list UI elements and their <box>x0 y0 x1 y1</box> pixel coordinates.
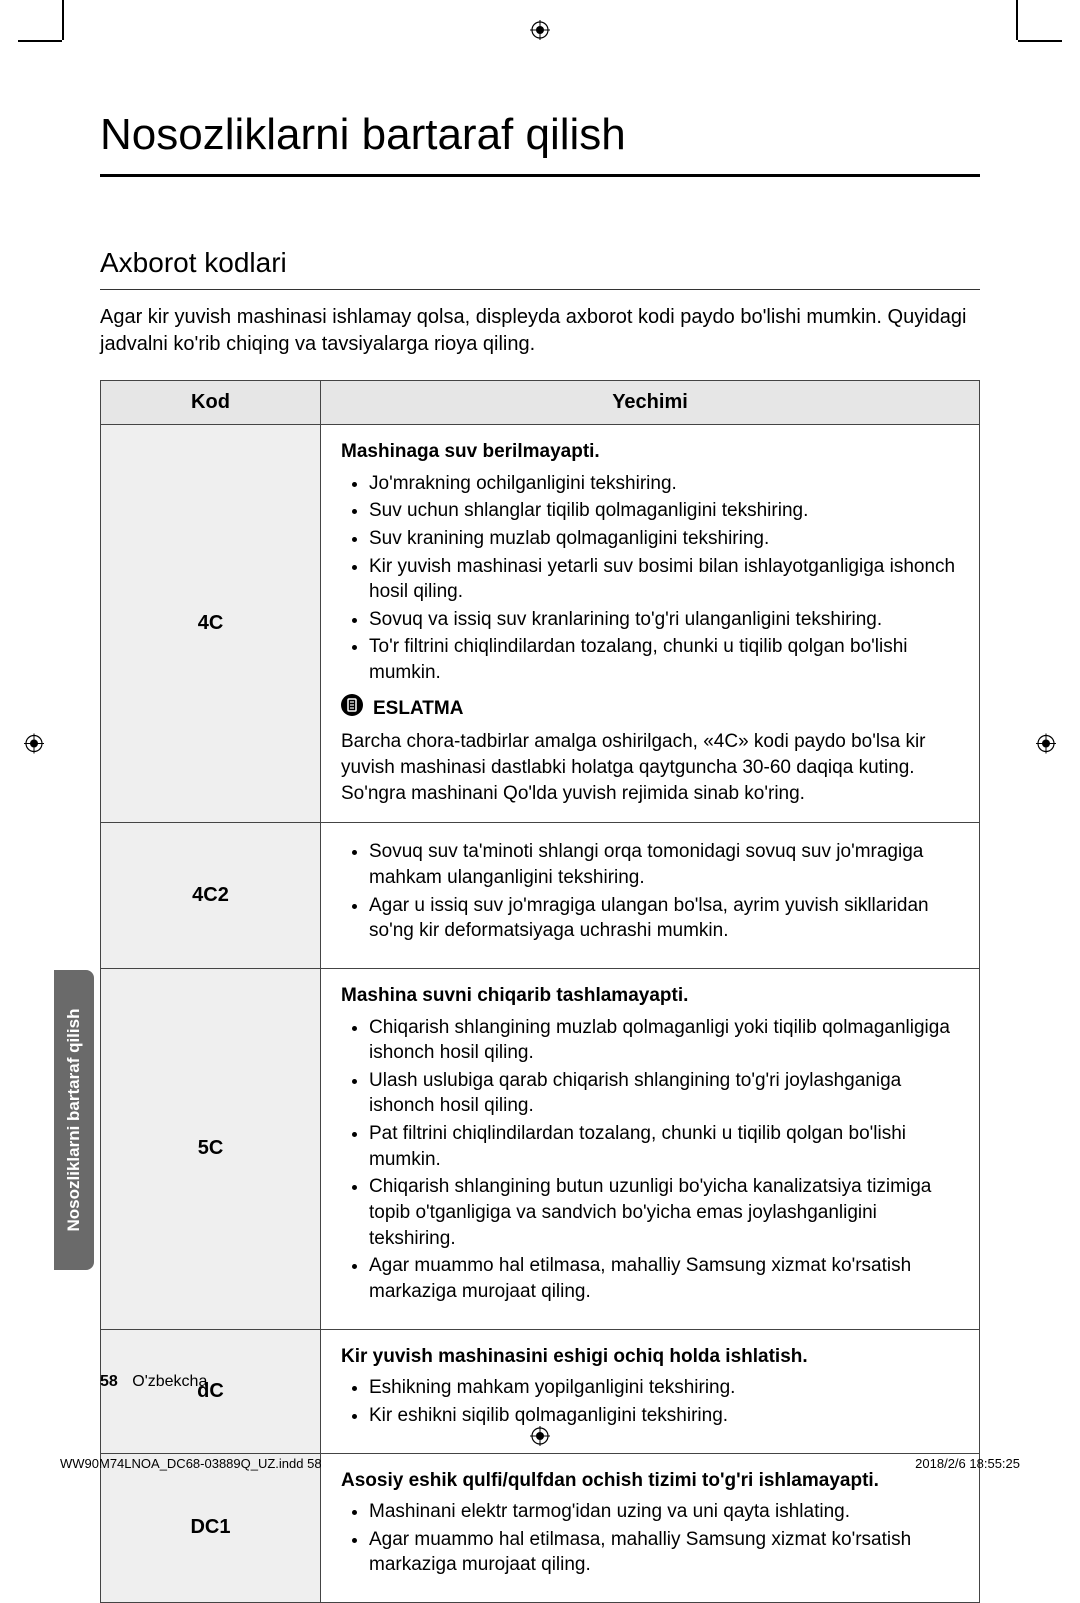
solution-list: Sovuq suv ta'minoti shlangi orqa tomonid… <box>341 839 959 944</box>
page-title: Nosozliklarni bartaraf qilish <box>100 110 980 177</box>
solution-cell: Kir yuvish mashinasini eshigi ochiq hold… <box>321 1329 980 1453</box>
crop-mark <box>1018 40 1062 42</box>
print-stamp: 2018/2/6 18:55:25 <box>915 1456 1020 1471</box>
solution-head: Kir yuvish mashinasini eshigi ochiq hold… <box>341 1344 959 1370</box>
list-item: Suv kranining muzlab qolmaganligini teks… <box>369 526 959 552</box>
note-row: ESLATMA <box>341 694 959 724</box>
list-item: Kir eshikni siqilib qolmaganligini teksh… <box>369 1403 959 1429</box>
list-item: Agar u issiq suv jo'mragiga ulangan bo'l… <box>369 893 959 944</box>
intro-text: Agar kir yuvish mashinasi ishlamay qolsa… <box>100 304 980 358</box>
solution-cell: Sovuq suv ta'minoti shlangi orqa tomonid… <box>321 823 980 969</box>
crop-mark <box>18 40 62 42</box>
solution-cell: Mashinaga suv berilmayapti. Jo'mrakning … <box>321 425 980 823</box>
list-item: Sovuq suv ta'minoti shlangi orqa tomonid… <box>369 839 959 890</box>
list-item: Agar muammo hal etilmasa, mahalliy Samsu… <box>369 1527 959 1578</box>
solution-list: Jo'mrakning ochilganligini tekshiring. S… <box>341 471 959 686</box>
table-row: 4C Mashinaga suv berilmayapti. Jo'mrakni… <box>101 425 980 823</box>
list-item: Agar muammo hal etilmasa, mahalliy Samsu… <box>369 1253 959 1304</box>
solution-head: Mashina suvni chiqarib tashlamayapti. <box>341 983 959 1009</box>
solution-list: Chiqarish shlangining muzlab qolmaganlig… <box>341 1015 959 1305</box>
solution-list: Mashinani elektr tarmog'idan uzing va un… <box>341 1499 959 1578</box>
list-item: To'r filtrini chiqlindilardan tozalang, … <box>369 634 959 685</box>
list-item: Jo'mrakning ochilganligini tekshiring. <box>369 471 959 497</box>
solution-head: Asosiy eshik qulfi/qulfdan ochish tizimi… <box>341 1468 959 1494</box>
list-item: Suv uchun shlanglar tiqilib qolmaganligi… <box>369 498 959 524</box>
registration-mark-top <box>530 20 550 45</box>
table-row: 4C2 Sovuq suv ta'minoti shlangi orqa tom… <box>101 823 980 969</box>
code-cell: dC <box>101 1329 321 1453</box>
registration-mark-bottom <box>530 1426 550 1451</box>
registration-mark-right <box>1036 733 1056 758</box>
footer: 58 O'zbekcha <box>100 1373 207 1391</box>
code-cell: DC1 <box>101 1453 321 1603</box>
solution-cell: Asosiy eshik qulfi/qulfdan ochish tizimi… <box>321 1453 980 1603</box>
side-tab-label: Nosozliklarni bartaraf qilish <box>64 1009 84 1232</box>
print-meta: WW90M74LNOA_DC68-03889Q_UZ.indd 58 2018/… <box>60 1456 1020 1471</box>
note-label: ESLATMA <box>373 696 463 722</box>
code-cell: 4C <box>101 425 321 823</box>
note-icon <box>341 694 363 724</box>
print-file: WW90M74LNOA_DC68-03889Q_UZ.indd 58 <box>60 1456 322 1471</box>
table-row: DC1 Asosiy eshik qulfi/qulfdan ochish ti… <box>101 1453 980 1603</box>
list-item: Sovuq va issiq suv kranlarining to'g'ri … <box>369 607 959 633</box>
col-code: Kod <box>101 381 321 425</box>
note-text: Barcha chora-tadbirlar amalga oshirilgac… <box>341 729 959 806</box>
list-item: Ulash uslubiga qarab chiqarish shlangini… <box>369 1068 959 1119</box>
footer-lang: O'zbekcha <box>132 1373 207 1390</box>
crop-mark <box>1016 0 1018 40</box>
registration-mark-left <box>24 733 44 758</box>
list-item: Mashinani elektr tarmog'idan uzing va un… <box>369 1499 959 1525</box>
solution-head: Mashinaga suv berilmayapti. <box>341 439 959 465</box>
page: Nosozliklarni bartaraf qilish Axborot ko… <box>0 0 1080 1491</box>
list-item: Kir yuvish mashinasi yetarli suv bosimi … <box>369 554 959 605</box>
codes-table: Kod Yechimi 4C Mashinaga suv berilmayapt… <box>100 380 980 1603</box>
solution-cell: Mashina suvni chiqarib tashlamayapti. Ch… <box>321 968 980 1329</box>
solution-list: Eshikning mahkam yopilganligini tekshiri… <box>341 1375 959 1428</box>
code-cell: 5C <box>101 968 321 1329</box>
list-item: Chiqarish shlangining butun uzunligi bo'… <box>369 1174 959 1251</box>
table-row: 5C Mashina suvni chiqarib tashlamayapti.… <box>101 968 980 1329</box>
section-heading: Axborot kodlari <box>100 247 980 290</box>
page-number: 58 <box>100 1373 118 1390</box>
list-item: Eshikning mahkam yopilganligini tekshiri… <box>369 1375 959 1401</box>
list-item: Chiqarish shlangining muzlab qolmaganlig… <box>369 1015 959 1066</box>
side-tab: Nosozliklarni bartaraf qilish <box>54 970 94 1270</box>
code-cell: 4C2 <box>101 823 321 969</box>
list-item: Pat filtrini chiqlindilardan tozalang, c… <box>369 1121 959 1172</box>
col-solution: Yechimi <box>321 381 980 425</box>
crop-mark <box>62 0 64 40</box>
